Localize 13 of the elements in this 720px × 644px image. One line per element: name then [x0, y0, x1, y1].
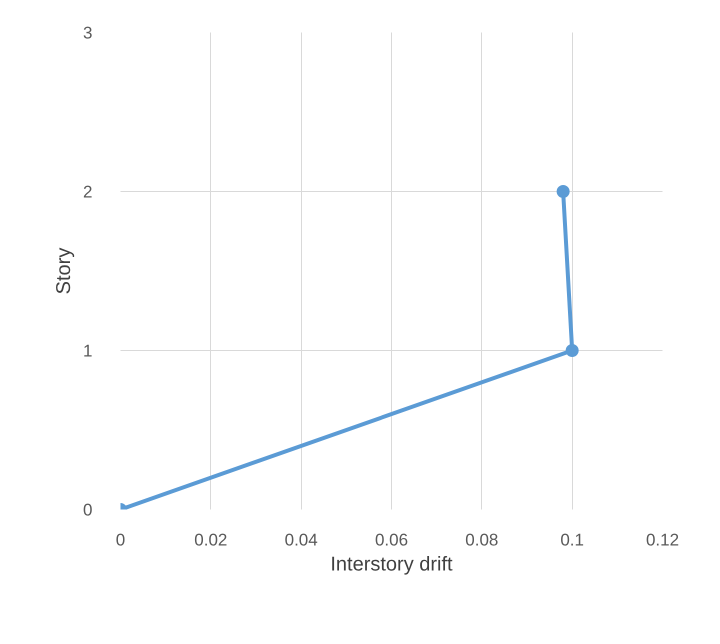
x-tick-label: 0 [116, 530, 126, 550]
y-tick-label: 2 [83, 182, 93, 202]
y-axis-title: Story [53, 248, 76, 294]
x-tick-label: 0.04 [284, 530, 318, 550]
y-tick-label: 0 [83, 500, 93, 520]
x-tick-label: 0.06 [374, 530, 408, 550]
x-axis-title: Interstory drift [330, 554, 454, 576]
y-tick-label: 3 [83, 24, 93, 42]
x-tick-label: 0.12 [646, 530, 680, 550]
x-tick-label: 0.08 [465, 530, 498, 550]
x-tick-label: 0.1 [560, 530, 584, 550]
x-tick-label: 0.02 [194, 530, 228, 550]
y-tick-label: 1 [83, 342, 93, 360]
